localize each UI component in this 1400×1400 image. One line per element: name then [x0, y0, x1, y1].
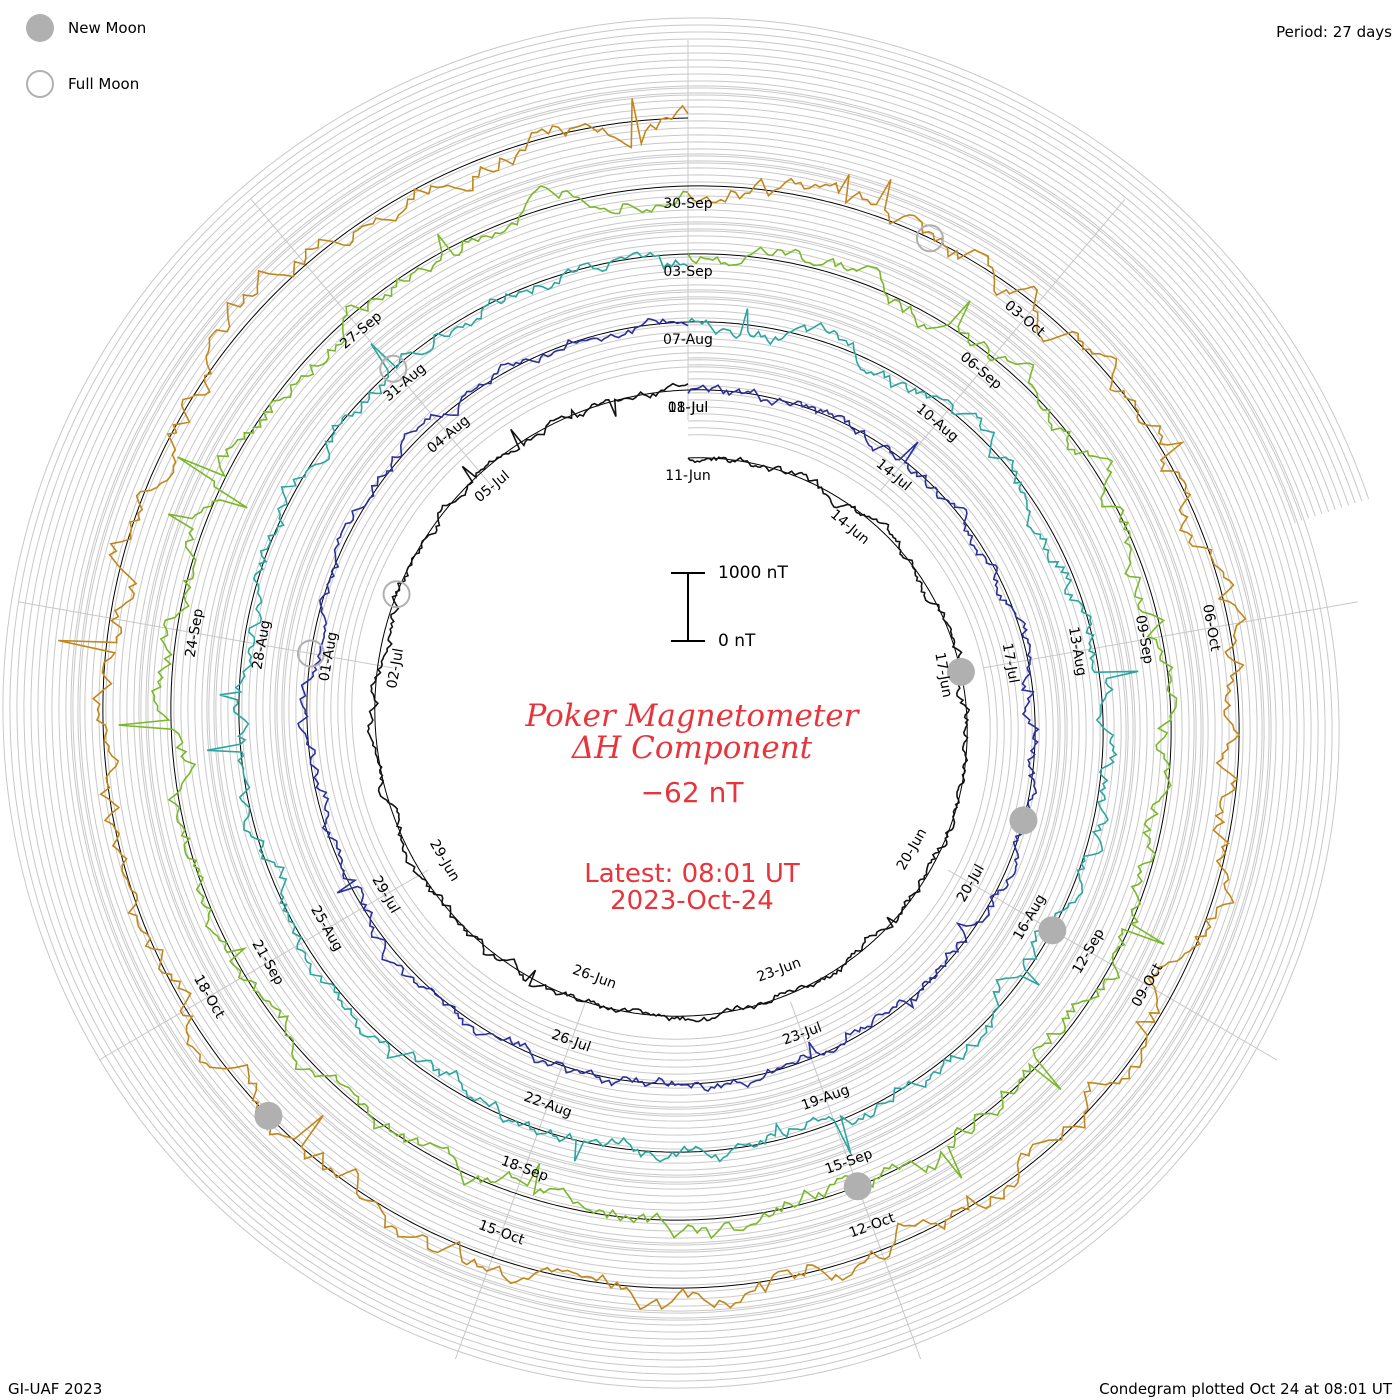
date-tick-label: 24-Sep	[183, 607, 207, 658]
date-tick-label: 23-Jun	[755, 955, 803, 986]
date-tick-label: 22-Aug	[522, 1089, 574, 1121]
scale-bottom-label: 0 nT	[718, 631, 756, 651]
scale-top-label: 1000 nT	[718, 563, 788, 583]
new-moon-marker	[946, 657, 975, 686]
date-tick-label: 05-Jul	[472, 468, 513, 506]
date-tick-label: 03-Sep	[663, 264, 712, 280]
full-moon-marker	[915, 224, 944, 253]
date-tick-label: 25-Aug	[307, 903, 346, 954]
moon-layer	[254, 224, 1067, 1201]
chart-title-line1: Poker Magnetometer	[525, 698, 859, 734]
legend-full-moon: Full Moon	[26, 70, 139, 98]
series-trace	[297, 317, 1040, 1092]
date-tick-label: 06-Oct	[1199, 603, 1223, 653]
date-tick-label: 06-Sep	[957, 349, 1005, 393]
period-label: Period: 27 days	[1276, 23, 1392, 41]
footer-credit: GI-UAF 2023	[8, 1380, 103, 1398]
new-moon-icon	[26, 14, 54, 42]
series-trace	[118, 185, 1178, 1240]
date-tick-label: 14-Jul	[873, 456, 914, 494]
date-tick-label: 30-Sep	[663, 196, 712, 212]
full-moon-marker	[296, 639, 325, 668]
date-tick-label: 01-Aug	[316, 631, 340, 683]
series-trace	[58, 98, 1247, 1311]
new-moon-marker	[843, 1172, 872, 1201]
grid-spoke	[947, 869, 1278, 1061]
grid-spoke	[880, 198, 1126, 491]
new-moon-marker	[1038, 916, 1067, 945]
date-tick-label: 07-Aug	[663, 332, 713, 348]
grid-spoke	[983, 601, 1358, 669]
date-tick-label: 26-Jun	[570, 962, 618, 993]
full-moon-icon	[26, 70, 54, 98]
legend-new-moon-label: New Moon	[68, 19, 147, 37]
date-tick-label: 18-Sep	[499, 1153, 551, 1185]
current-value: −62 nT	[640, 776, 744, 809]
full-moon-marker	[382, 580, 411, 609]
series-trace	[206, 251, 1139, 1163]
new-moon-marker	[1009, 806, 1038, 835]
new-moon-marker	[254, 1101, 283, 1130]
date-tick-label: 04-Aug	[424, 413, 473, 457]
date-tick-label: 17-Jul	[999, 642, 1022, 685]
date-tick-label: 10-Aug	[913, 401, 962, 445]
date-tick-label: 21-Sep	[248, 937, 287, 988]
date-tick-label: 26-Jul	[549, 1027, 593, 1056]
date-tick-label: 17-Jun	[931, 651, 955, 699]
grid-spoke	[98, 869, 429, 1061]
series-trace	[366, 382, 971, 1023]
chart-title-line2: ΔH Component	[571, 730, 813, 766]
date-tick-label: 11-Jun	[665, 468, 711, 484]
date-tick-label: 08-Jul	[668, 400, 709, 416]
latest-date: 2023-Oct-24	[610, 886, 774, 916]
legend-full-moon-label: Full Moon	[68, 75, 140, 93]
trace-layer	[58, 98, 1247, 1311]
baseline-spiral	[238, 253, 1104, 1153]
full-moon-marker	[379, 354, 408, 383]
latest-time: Latest: 08:01 UT	[584, 859, 800, 889]
date-tick-label: 27-Sep	[337, 308, 385, 352]
grid-spoke	[18, 601, 393, 669]
baseline-spiral	[170, 185, 1172, 1221]
scale-bar	[671, 572, 705, 642]
legend-new-moon: New Moon	[26, 14, 146, 42]
date-tick-label: 09-Sep	[1132, 614, 1156, 665]
date-tick-label: 14-Jun	[827, 507, 872, 549]
baseline-spiral	[306, 321, 1036, 1085]
date-tick-label: 11-Jul	[668, 400, 709, 416]
date-tick-label: 02-Jul	[384, 647, 407, 690]
date-tick-label: 31-Aug	[381, 360, 430, 404]
footer-timestamp: Condegram plotted Oct 24 at 08:01 UT	[1099, 1380, 1392, 1398]
